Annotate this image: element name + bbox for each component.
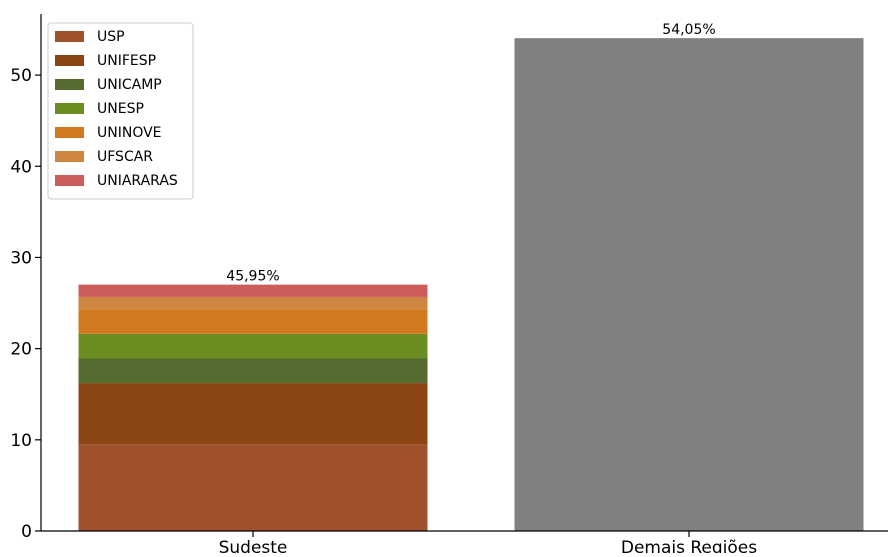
data-labels-layer: 45,95% 54,05%	[226, 22, 715, 284]
y-tick-label: 20	[10, 340, 32, 360]
bar-value-label: 54,05%	[662, 22, 715, 38]
legend-swatch-uniararas	[55, 175, 84, 186]
legend-label-uninove: UNINOVE	[97, 125, 162, 141]
bar-segment-unesp	[78, 333, 428, 359]
legend-label-uniararas: UNIARARAS	[97, 173, 178, 189]
bar-segment-ufscar	[78, 296, 428, 310]
y-tick-label: 50	[10, 66, 32, 86]
legend-swatch-unesp	[55, 103, 84, 114]
bar-segment-uninove	[78, 309, 428, 334]
legend-swatch-usp	[55, 31, 84, 42]
legend-swatch-unicamp	[55, 79, 84, 90]
bar-segment-unicamp	[78, 358, 428, 384]
axes-layer	[40, 14, 888, 532]
bar-value-label: 45,95%	[226, 269, 279, 285]
x-tick-label: Sudeste	[219, 538, 288, 553]
bar-segment-unifesp	[78, 383, 428, 445]
legend-label-usp: USP	[97, 29, 125, 45]
y-tick-label: 30	[10, 248, 32, 268]
legend-swatch-ufscar	[55, 151, 84, 162]
legend-swatch-uninove	[55, 127, 84, 138]
y-tick-label: 40	[10, 157, 32, 177]
ticks-layer: 0 10 20 30 40 50 Sudeste Demais Regiões	[10, 66, 757, 557]
legend-swatch-unifesp	[55, 55, 84, 66]
bars-layer	[78, 38, 864, 531]
legend-label-unicamp: UNICAMP	[97, 77, 162, 93]
legend-label-ufscar: UFSCAR	[97, 149, 153, 165]
bar-segment-usp	[78, 444, 428, 531]
x-tick-label: Demais Regiões	[621, 538, 757, 553]
legend-label-unifesp: UNIFESP	[97, 53, 156, 69]
bar-segment-uniararas	[78, 284, 428, 297]
legend: USP UNIFESP UNICAMP UNESP UNINOVE UFSCAR UNIAR…	[47, 22, 194, 200]
legend-box	[47, 22, 194, 200]
y-tick-label: 10	[10, 431, 32, 451]
y-tick-label: 0	[21, 522, 32, 542]
legend-label-unesp: UNESP	[97, 101, 144, 117]
bar-segment-demais-regioes	[514, 38, 864, 531]
